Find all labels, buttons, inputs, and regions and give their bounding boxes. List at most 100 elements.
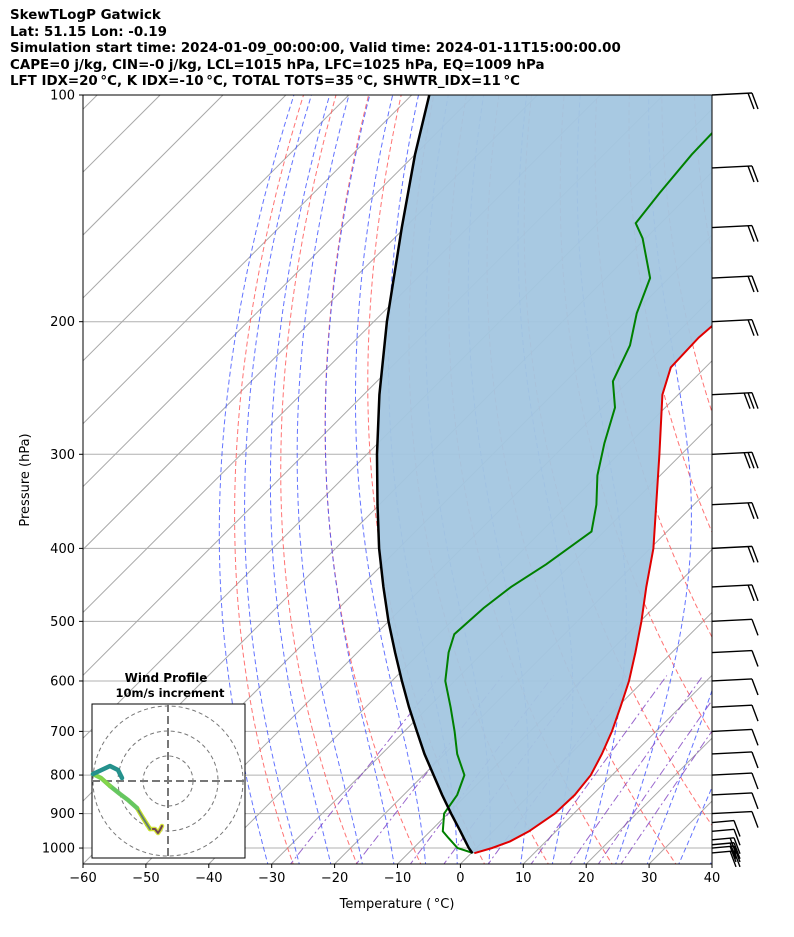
wind-barb-flag: [751, 772, 759, 790]
wind-barb: [711, 502, 759, 519]
wind-barb: [711, 165, 759, 183]
wind-barb-shaft: [711, 502, 753, 506]
wind-barb: [711, 792, 759, 810]
wind-barb-shaft: [711, 792, 753, 796]
wind-barb: [711, 828, 741, 846]
wind-barb: [711, 451, 759, 469]
moist-adiabat-line: [355, 95, 427, 864]
wind-barb-shaft: [711, 728, 753, 733]
wind-profile-inset: Wind Profile 10m/s increment: [90, 671, 246, 859]
wind-barb-flag: [751, 165, 759, 183]
wind-barb-flag: [729, 845, 737, 863]
wind-barb-shaft: [711, 451, 753, 455]
moist-adiabat-line: [324, 95, 395, 864]
wind-barb-flag: [751, 729, 759, 746]
hodograph-segment-core: [136, 807, 151, 830]
wind-barb-flag: [751, 792, 759, 810]
wind-barb-flag: [747, 165, 755, 183]
wind-barb-flag: [733, 850, 741, 868]
wind-barb: [711, 318, 759, 336]
wind-barb-flag: [751, 811, 759, 828]
wind-barb-shaft: [711, 318, 753, 323]
y-tick-label: 100: [50, 89, 75, 104]
moist-adiabat-line: [678, 786, 712, 864]
wind-barb-shaft: [711, 751, 753, 755]
wind-barb-flag: [733, 842, 741, 860]
isotherm-line: [83, 95, 287, 299]
y-axis-label: Pressure (hPa): [18, 433, 33, 526]
wind-barb-flag: [733, 829, 741, 846]
dry-adiabat-line: [726, 78, 794, 867]
dry-adiabat-line: [324, 95, 422, 864]
hodograph-segment-core: [92, 773, 111, 787]
isotherm-line: [83, 95, 476, 488]
wind-barb-flag: [747, 319, 755, 336]
wind-barb: [711, 819, 741, 837]
y-tick-label: 1000: [42, 842, 75, 857]
wind-barb: [711, 584, 759, 602]
wind-barb-flag: [729, 842, 737, 860]
dry-adiabat-line: [790, 78, 794, 867]
inset-title: Wind Profile: [125, 671, 208, 685]
moist-adiabat-line: [269, 95, 332, 864]
x-tick-label: 0: [456, 871, 464, 886]
inset-subtitle: 10m/s increment: [116, 686, 225, 700]
wind-barb-flag: [747, 225, 755, 242]
x-tick-label: −30: [258, 871, 285, 886]
moist-adiabat-line: [218, 95, 295, 864]
wind-barb: [711, 772, 759, 790]
wind-barb-flag: [751, 225, 759, 242]
wind-barb-flag: [733, 820, 741, 837]
wind-barb: [711, 678, 759, 696]
isotherm-line: [83, 95, 350, 362]
moist-adiabat-line: [296, 95, 363, 864]
x-tick-label: 30: [641, 871, 658, 886]
wind-barb: [711, 391, 759, 409]
wind-barb: [711, 850, 741, 868]
index-line: LFT IDX=20 °C, K IDX=-10 °C, TOTAL TOTS=…: [10, 74, 521, 90]
wind-barb-flag: [751, 392, 759, 409]
wind-barb-flag: [733, 845, 741, 863]
isotherm-line: [522, 674, 712, 864]
wind-barb-flag: [747, 502, 755, 519]
wind-barb-flag: [747, 584, 755, 602]
moist-adiabat-line: [244, 95, 312, 864]
hodograph-segment-core: [109, 785, 138, 809]
dry-adiabat-line: [234, 95, 305, 864]
wind-barb-flag: [751, 92, 759, 110]
wind-barb-flag: [747, 452, 755, 469]
wind-barb: [711, 224, 759, 242]
y-tick-label: 400: [50, 542, 75, 557]
isotherm-line: [270, 422, 712, 864]
wind-barb-flag: [747, 546, 755, 563]
wind-barb-flag: [747, 392, 755, 409]
chart-title: SkewTLogP Gatwick: [10, 8, 161, 23]
wind-barb-flag: [751, 678, 759, 696]
wind-barb: [711, 842, 741, 860]
wind-barb: [711, 275, 759, 293]
isotherm-line: [711, 863, 712, 864]
mixing-ratio-line: [569, 675, 704, 864]
moist-adiabat-line: [709, 859, 712, 864]
parcel-line: [375, 95, 474, 854]
isotherm-line: [83, 95, 224, 236]
wind-barb: [711, 845, 741, 863]
dry-adiabat-line: [661, 95, 712, 414]
wind-barb-flag: [751, 275, 759, 293]
x-tick-label: −40: [195, 871, 222, 886]
wind-barb-flag: [729, 850, 737, 868]
hodograph-segment-core: [92, 765, 123, 779]
y-tick-label: 300: [50, 448, 75, 463]
wind-barb: [711, 704, 759, 722]
hodograph-segment-core: [149, 825, 163, 834]
x-tick-label: 20: [578, 871, 595, 886]
wind-barb-shaft: [711, 92, 753, 96]
wind-barb: [711, 545, 759, 563]
wind-barb-flag: [751, 704, 759, 722]
wind-barb: [711, 92, 759, 110]
dry-adiabat-line: [280, 95, 358, 864]
plot-area: [83, 78, 794, 867]
cin-shaded-area: [377, 95, 712, 854]
dry-adiabat-line: [758, 78, 794, 867]
